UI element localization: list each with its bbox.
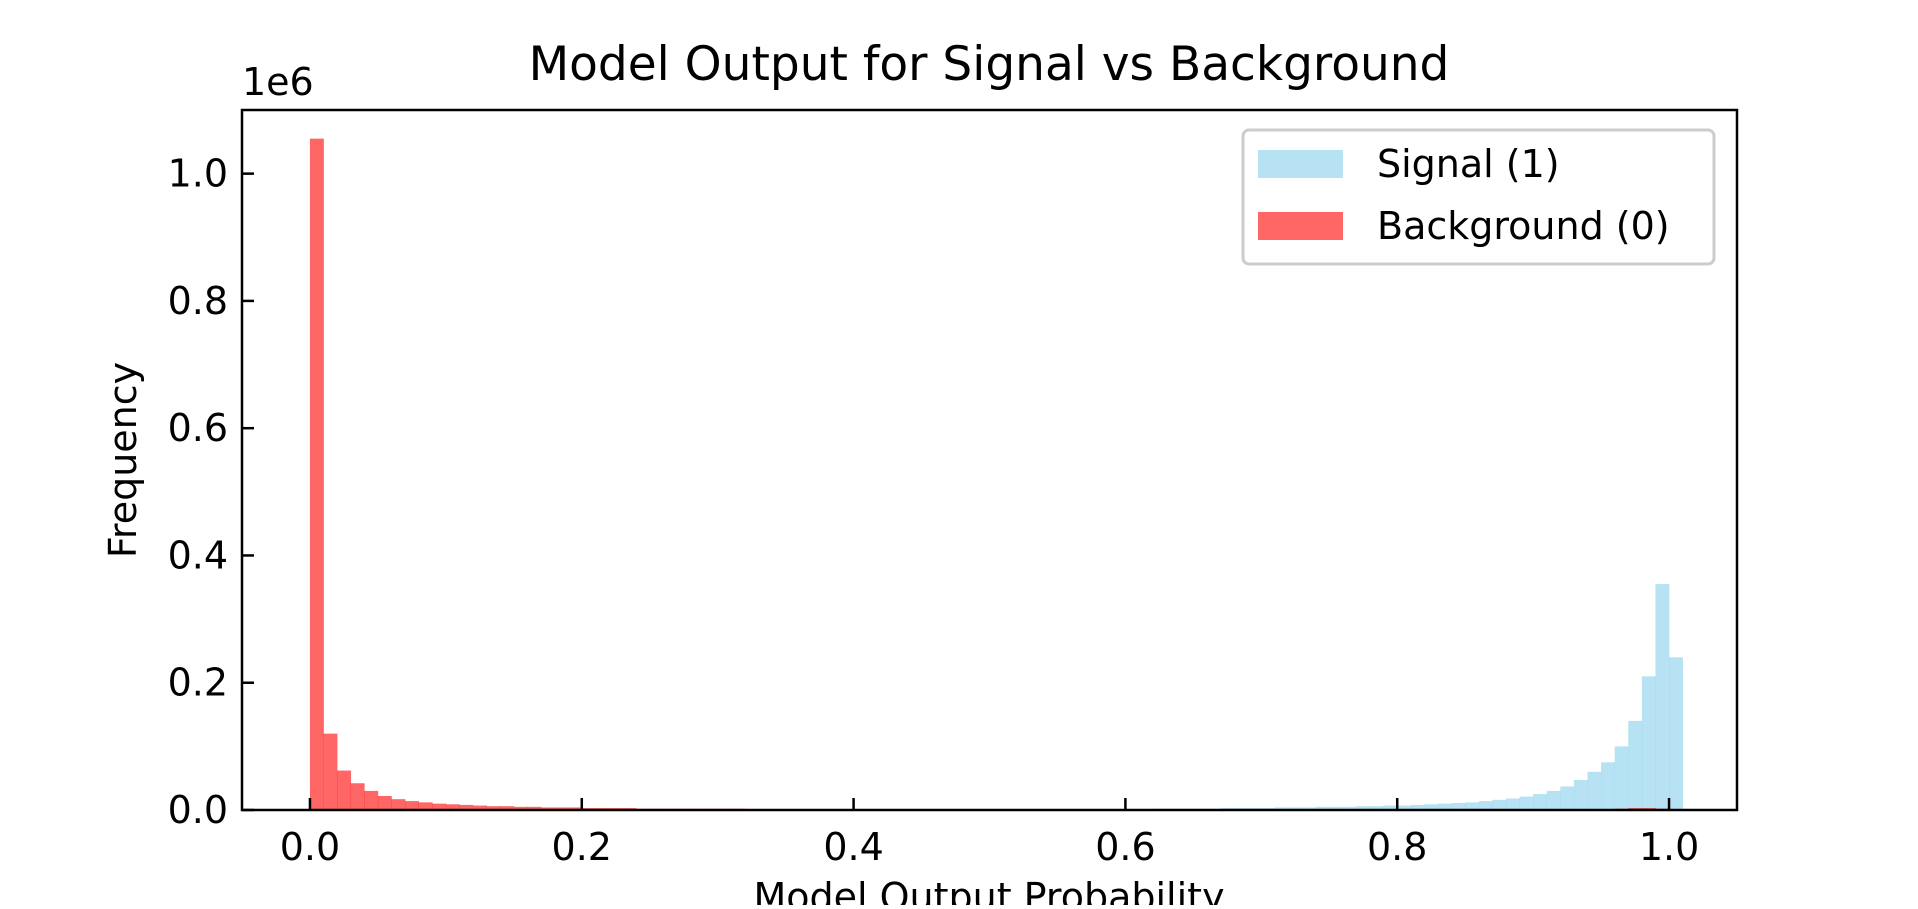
background-bar	[568, 807, 583, 810]
signal-bar	[1438, 803, 1452, 810]
legend-label-background: Background (0)	[1377, 204, 1670, 248]
x-tick-label: 0.8	[1367, 825, 1427, 869]
background-bar	[391, 799, 406, 810]
legend-swatch-signal	[1258, 150, 1343, 178]
signal-bar	[1465, 802, 1480, 810]
background-bar	[459, 804, 474, 810]
x-axis-ticks: 0.0 0.2 0.4 0.6 0.8 1.0	[280, 798, 1699, 869]
background-bar	[350, 783, 365, 810]
plot-frame	[240, 108, 1739, 812]
signal-bar	[1302, 807, 1316, 810]
signal-bar	[1641, 676, 1656, 810]
background-bar	[432, 803, 447, 810]
background-bar	[309, 138, 324, 810]
signal-bar	[1397, 805, 1412, 810]
background-bar	[418, 802, 433, 810]
signal-bar	[1505, 798, 1520, 810]
signal-bar	[1383, 805, 1398, 810]
signal-bar	[1356, 806, 1371, 810]
signal-bar	[1614, 746, 1629, 810]
background-bar	[486, 806, 501, 810]
signal-bar	[1478, 801, 1493, 810]
signal-bar	[1519, 796, 1534, 810]
y-tick-label: 0.0	[168, 788, 228, 832]
signal-bar	[1288, 807, 1303, 810]
x-axis-label: Model Output Probability	[753, 875, 1224, 905]
chart-title: Model Output for Signal vs Background	[529, 37, 1450, 92]
signal-bar	[1315, 806, 1330, 810]
background-bar	[500, 806, 515, 810]
signal-bar	[1492, 799, 1507, 810]
legend: Signal (1) Background (0)	[1241, 128, 1716, 266]
background-bar	[364, 790, 379, 810]
x-tick-label: 0.4	[823, 825, 883, 869]
background-bar	[323, 733, 338, 810]
signal-bar	[1601, 762, 1615, 810]
legend-swatch-background	[1258, 212, 1343, 240]
x-tick-label: 0.6	[1095, 825, 1155, 869]
y-tick-label: 0.4	[168, 533, 228, 577]
background-bar	[541, 807, 555, 810]
signal-bar	[1573, 780, 1588, 810]
signal-bar	[1628, 720, 1643, 810]
background-bar	[337, 770, 352, 810]
signal-bar	[1669, 657, 1683, 810]
signal-bar	[1451, 803, 1466, 810]
signal-bar	[1587, 771, 1602, 810]
background-bar	[473, 805, 487, 810]
signal-bar	[1329, 806, 1344, 810]
background-bar	[527, 806, 542, 810]
signal-bars	[1071, 584, 1683, 811]
legend-label-signal: Signal (1)	[1377, 142, 1560, 186]
signal-bar	[1342, 806, 1357, 810]
background-bar	[513, 806, 528, 810]
background-bar	[405, 801, 419, 810]
y-tick-label: 0.2	[168, 661, 228, 705]
signal-bar	[1533, 794, 1548, 810]
signal-bar	[1370, 806, 1384, 810]
y-tick-label: 0.8	[168, 279, 228, 323]
background-bar	[554, 807, 569, 810]
legend-frame	[1241, 128, 1716, 266]
background-bar	[445, 804, 460, 810]
signal-bar	[1274, 807, 1289, 810]
x-tick-label: 0.2	[552, 825, 612, 869]
signal-bar	[1560, 786, 1575, 810]
signal-bar	[1410, 804, 1425, 810]
signal-bar	[1655, 584, 1670, 810]
y-axis-label: Frequency	[101, 362, 145, 558]
background-bar	[377, 796, 392, 810]
x-tick-label: 0.0	[280, 825, 340, 869]
y-tick-label: 0.6	[168, 406, 228, 450]
x-tick-label: 1.0	[1639, 825, 1699, 869]
y-tick-label: 1.0	[168, 152, 228, 196]
signal-bar	[1546, 790, 1561, 810]
y-axis-ticks: 0.0 0.2 0.4 0.6 0.8 1.0	[168, 152, 254, 832]
y-offset-label: 1e6	[242, 60, 314, 104]
background-bars	[309, 138, 1670, 811]
signal-bar	[1424, 804, 1439, 810]
